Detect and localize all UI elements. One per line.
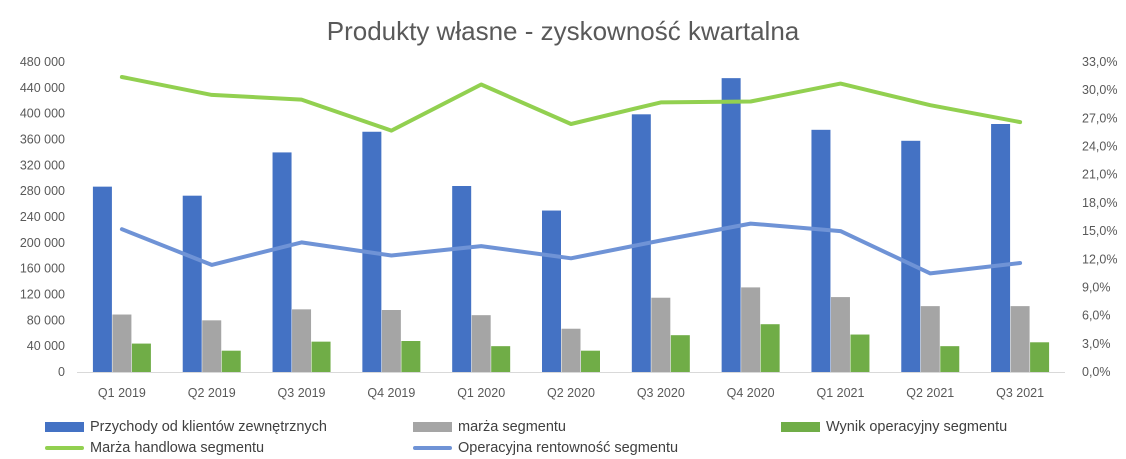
x-tick-label: Q2 2019 xyxy=(188,386,236,400)
legend-label-operating-result: Wynik operacyjny segmentu xyxy=(826,419,1008,435)
y-left-tick-label: 400 000 xyxy=(20,107,65,121)
y-right-tick-label: 24,0% xyxy=(1082,140,1117,154)
y-right-tick-label: 9,0% xyxy=(1082,280,1111,294)
y-right-tick-label: 18,0% xyxy=(1082,196,1117,210)
bar xyxy=(670,335,690,372)
bar xyxy=(112,314,132,372)
bar xyxy=(920,306,940,372)
y-left-tick-label: 240 000 xyxy=(20,210,65,224)
legend-swatch-segment-margin xyxy=(413,422,452,432)
bar xyxy=(92,186,112,372)
bar xyxy=(272,152,292,372)
series-line xyxy=(119,75,1023,133)
y-left-tick-label: 280 000 xyxy=(20,184,65,198)
x-tick-label: Q4 2020 xyxy=(727,386,775,400)
legend-label-operating-profitability: Operacyjna rentowność segmentu xyxy=(458,440,679,456)
y-right-tick-label: 12,0% xyxy=(1082,252,1117,266)
bar xyxy=(901,140,921,372)
legend-item-revenue: Przychody od klientów zewnętrznych xyxy=(45,418,327,436)
legend-item-operating-profitability: Operacyjna rentowność segmentu xyxy=(413,439,678,457)
y-left-tick-label: 200 000 xyxy=(20,236,65,250)
bar xyxy=(311,341,331,372)
bar xyxy=(292,309,312,372)
bar xyxy=(1030,342,1050,372)
legend-item-trade-margin: Marża handlowa segmentu xyxy=(45,439,264,457)
bar xyxy=(221,350,241,372)
y-left-tick-label: 440 000 xyxy=(20,81,65,95)
chart-title: Produkty własne - zyskowność kwartalna xyxy=(326,16,800,46)
x-tick-label: Q2 2020 xyxy=(547,386,595,400)
x-tick-label: Q1 2020 xyxy=(457,386,505,400)
bar xyxy=(381,310,401,372)
bar xyxy=(561,328,581,372)
legend-label-revenue: Przychody od klientów zewnętrznych xyxy=(90,419,327,435)
y-left-tick-label: 0 xyxy=(58,365,65,379)
y-right-tick-label: 3,0% xyxy=(1082,337,1111,351)
y-left-tick-label: 160 000 xyxy=(20,262,65,276)
x-tick-label: Q2 2021 xyxy=(906,386,954,400)
legend-item-operating-result: Wynik operacyjny segmentu xyxy=(781,418,1007,436)
bar xyxy=(542,210,561,372)
bar xyxy=(991,124,1011,372)
bar xyxy=(491,346,511,372)
legend-swatch-revenue xyxy=(45,422,84,432)
bar xyxy=(721,78,741,372)
bar xyxy=(131,343,151,372)
bar xyxy=(760,324,780,372)
bar xyxy=(651,297,671,372)
y-right-tick-label: 30,0% xyxy=(1082,83,1117,97)
y-right-tick-label: 0,0% xyxy=(1082,365,1111,379)
legend-label-trade-margin: Marża handlowa segmentu xyxy=(90,440,265,456)
bar xyxy=(940,346,960,372)
x-tick-label: Q3 2020 xyxy=(637,386,685,400)
legend-swatch-operating-result xyxy=(781,422,820,432)
y-left-tick-label: 480 000 xyxy=(20,55,65,69)
x-tick-label: Q1 2021 xyxy=(816,386,864,400)
bar xyxy=(741,287,761,372)
y-left-tick-label: 320 000 xyxy=(20,158,65,172)
bar xyxy=(202,320,222,372)
series-line xyxy=(119,221,1023,276)
x-tick-label: Q4 2019 xyxy=(367,386,415,400)
bar xyxy=(581,350,600,372)
y-left-tick-label: 80 000 xyxy=(27,313,65,327)
y-left-tick-label: 360 000 xyxy=(20,133,65,147)
bar xyxy=(811,129,831,372)
y-right-tick-label: 21,0% xyxy=(1082,168,1117,182)
bar xyxy=(182,195,202,372)
y-right-tick-label: 33,0% xyxy=(1082,55,1117,69)
legend-item-segment-margin: marża segmentu xyxy=(413,418,566,436)
y-left-tick-label: 120 000 xyxy=(20,288,65,302)
y-left-tick-label: 40 000 xyxy=(27,339,65,353)
bar xyxy=(1010,306,1030,372)
x-tick-label: Q1 2019 xyxy=(98,386,146,400)
y-right-tick-label: 6,0% xyxy=(1082,309,1111,323)
y-right-tick-label: 15,0% xyxy=(1082,224,1117,238)
x-tick-label: Q3 2021 xyxy=(996,386,1044,400)
bar xyxy=(452,186,472,372)
x-tick-label: Q3 2019 xyxy=(278,386,326,400)
legend-label-segment-margin: marża segmentu xyxy=(458,419,566,435)
bar xyxy=(401,341,421,372)
legend-swatch-operating-profitability xyxy=(413,446,452,450)
y-right-tick-label: 27,0% xyxy=(1082,111,1117,125)
legend-swatch-trade-margin xyxy=(45,446,84,450)
bar xyxy=(830,297,850,372)
bar xyxy=(471,315,491,372)
bar xyxy=(850,334,870,372)
